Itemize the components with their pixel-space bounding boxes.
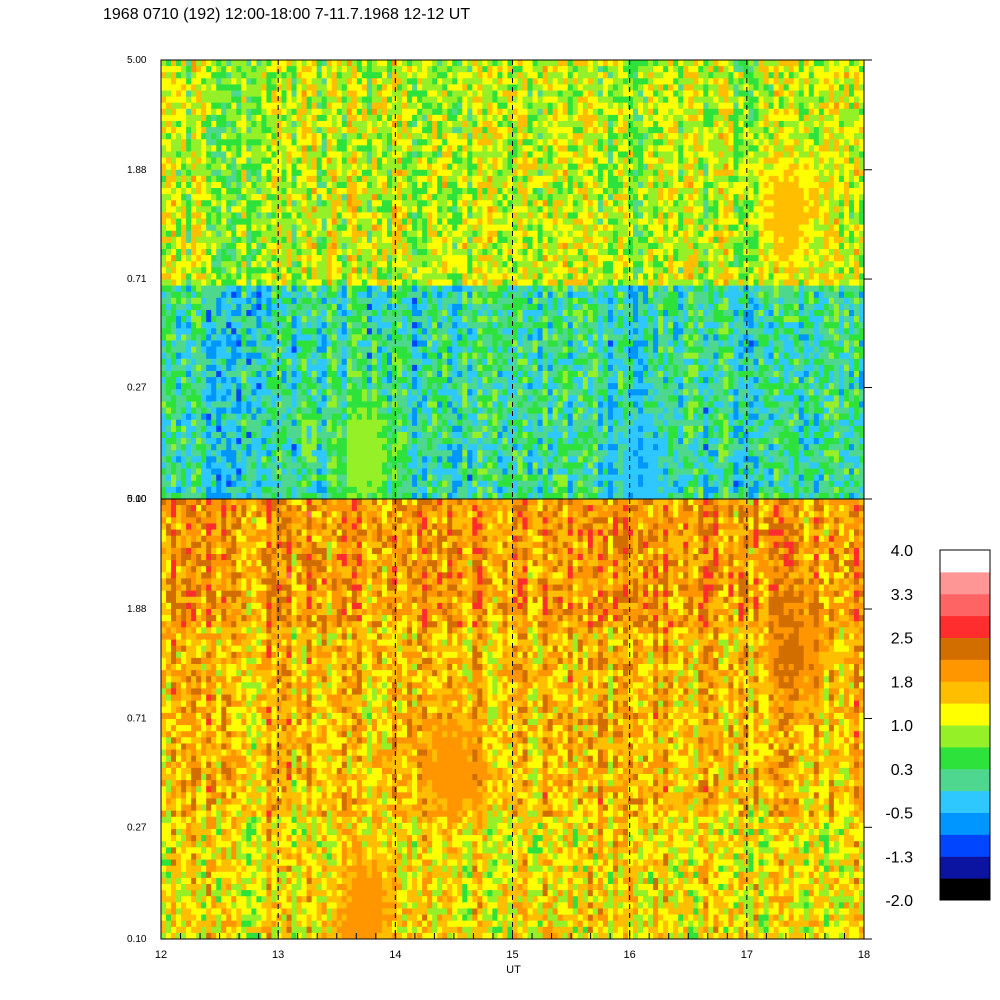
colorbar-segment — [940, 637, 990, 660]
colorbar-segment — [940, 550, 990, 573]
chart-title: 1968 0710 (192) 12:00-18:00 7-11.7.1968 … — [103, 6, 470, 24]
colorbar-label: 2.5 — [891, 631, 913, 648]
colorbar-label: -2.0 — [885, 893, 913, 910]
y-tick-label: 1.88 — [127, 604, 147, 615]
x-tick-label: 16 — [624, 949, 636, 961]
colorbar-label: 1.0 — [891, 718, 913, 735]
y-tick-label: 5.00 — [127, 494, 147, 505]
colorbar-segment — [940, 856, 990, 879]
colorbar-segment — [940, 746, 990, 770]
colorbar-frame — [939, 549, 991, 901]
colorbar-segment — [940, 593, 990, 617]
x-tick-label: 12 — [155, 949, 167, 961]
y-tick-label: 0.27 — [127, 822, 147, 833]
axes-layer: 0.100.270.711.885.000.100.270.711.885.00… — [127, 55, 872, 976]
colorbar: 4.0 3.3 2.5 1.8 1.0 0.3 -0.5 -1.3 -2.0 — [885, 543, 991, 910]
colorbar-segment — [940, 812, 990, 835]
colorbar-segment — [940, 790, 990, 814]
x-tick-label: 18 — [858, 949, 870, 961]
y-tick-label: 0.10 — [127, 934, 147, 945]
colorbar-label: -1.3 — [885, 849, 913, 866]
x-tick-label: 14 — [389, 949, 401, 961]
y-tick-label: 0.27 — [127, 383, 147, 394]
colorbar-label: -0.5 — [885, 806, 913, 823]
colorbar-label: 0.3 — [891, 762, 913, 779]
colorbar-segment — [940, 725, 990, 748]
y-tick-label: 0.71 — [127, 274, 147, 285]
y-tick-label: 1.88 — [127, 165, 147, 176]
colorbar-segment — [940, 615, 990, 639]
colorbar-segment — [940, 659, 990, 682]
colorbar-label: 4.0 — [891, 543, 913, 560]
colorbar-segment — [940, 681, 990, 704]
y-tick-label: 5.00 — [127, 55, 147, 66]
colorbar-segment — [940, 834, 990, 857]
x-tick-label: 17 — [741, 949, 753, 961]
colorbar-segment — [940, 703, 990, 726]
colorbar-segment — [940, 878, 990, 901]
heatmap-cells — [161, 499, 864, 939]
y-tick-label: 0.10 — [127, 494, 147, 505]
colorbar-label: 1.8 — [891, 674, 913, 691]
x-tick-label: 13 — [272, 949, 284, 961]
x-axis-label: UT — [506, 964, 521, 976]
x-tick-label: 15 — [506, 949, 518, 961]
colorbar-label: 3.3 — [891, 587, 913, 604]
lower-spectrogram-panel — [161, 499, 864, 939]
upper-spectrogram-panel — [161, 60, 864, 499]
colorbar-segment — [940, 571, 990, 595]
y-tick-label: 0.71 — [127, 714, 147, 725]
heatmap-cells — [161, 60, 864, 499]
colorbar-segment — [940, 768, 990, 792]
